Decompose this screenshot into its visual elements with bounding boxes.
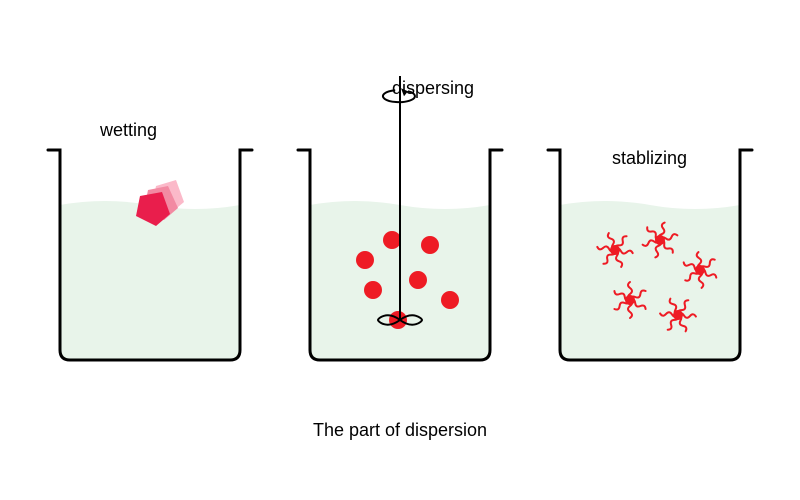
- rotation-arrow-head-icon: [401, 88, 408, 96]
- particle: [383, 231, 401, 249]
- liquid: [560, 201, 740, 360]
- particle: [364, 281, 382, 299]
- particle: [356, 251, 374, 269]
- rotation-arrow-icon: [383, 90, 415, 102]
- liquid: [60, 201, 240, 360]
- particle: [389, 311, 407, 329]
- particle: [421, 236, 439, 254]
- particle: [441, 291, 459, 309]
- dispersion-diagram: The part of dispersionwettingdispersings…: [0, 0, 800, 500]
- diagram-caption: The part of dispersion: [0, 420, 800, 441]
- beaker-dispersing: [296, 48, 504, 362]
- particle: [409, 271, 427, 289]
- beaker-stablizing: [546, 48, 754, 362]
- beaker-wetting: [46, 48, 254, 362]
